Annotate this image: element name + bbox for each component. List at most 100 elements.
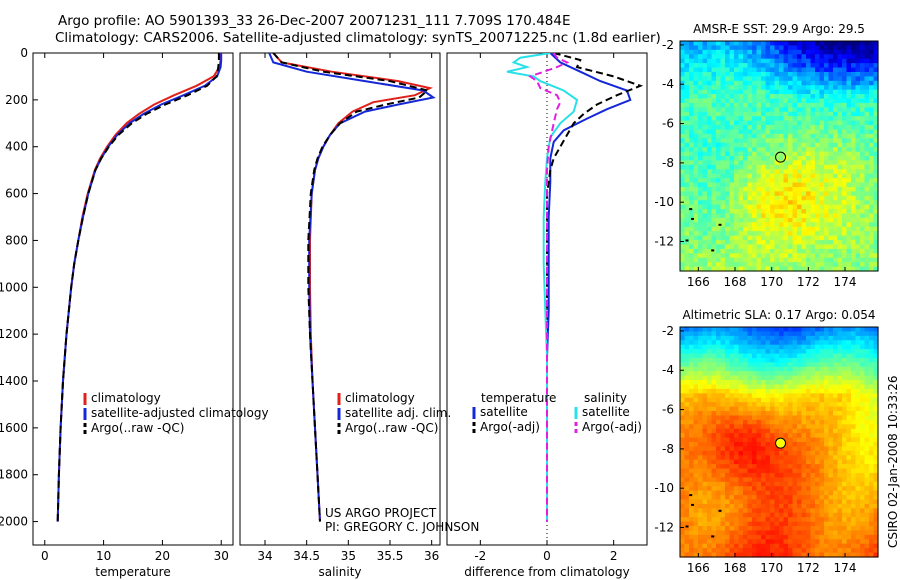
sst-cell [698, 80, 704, 86]
sla-cell [720, 464, 726, 470]
sla-cell [729, 411, 735, 417]
sla-cell [864, 437, 870, 443]
sla-cell [689, 499, 695, 505]
sla-cell [680, 424, 686, 430]
sla-cell [855, 340, 861, 346]
series-line-salinity-argo-adj- [528, 53, 570, 522]
sla-cell [833, 340, 839, 346]
sst-cell [734, 240, 740, 246]
sst-cell [806, 67, 812, 73]
sla-cell [842, 327, 848, 333]
sst-cell [869, 71, 875, 77]
sst-cell [716, 204, 722, 210]
sla-cell [873, 552, 879, 558]
sst-cell [716, 226, 722, 232]
sla-cell [828, 344, 834, 350]
sla-cell [770, 543, 776, 549]
sst-cell [720, 253, 726, 259]
sla-cell [734, 548, 740, 554]
sst-cell [720, 133, 726, 139]
sla-cell [702, 508, 708, 514]
sst-cell [707, 209, 713, 215]
sst-cell [702, 129, 708, 135]
sst-cell [846, 102, 852, 108]
sla-cell [761, 472, 767, 478]
sla-cell [810, 428, 816, 434]
sst-cell [756, 226, 762, 232]
sst-cell [788, 200, 794, 206]
sst-cell [806, 85, 812, 91]
sla-cell [774, 349, 780, 355]
sla-cell [873, 481, 879, 487]
sst-cell [869, 120, 875, 126]
sst-cell [855, 204, 861, 210]
sst-cell [819, 231, 825, 237]
sst-cell [792, 98, 798, 104]
sla-cell [734, 517, 740, 523]
sla-cell [797, 388, 803, 394]
sla-cell [842, 539, 848, 545]
sla-cell [797, 402, 803, 408]
difference-xtick-label: -2 [474, 549, 486, 563]
sla-cell [801, 543, 807, 549]
sst-cell [788, 204, 794, 210]
sla-cell [684, 499, 690, 505]
sst-cell [779, 226, 785, 232]
sst-cell [761, 125, 767, 131]
sla-cell [738, 393, 744, 399]
sla-cell [855, 464, 861, 470]
sla-cell [725, 459, 731, 465]
sla-cell [725, 406, 731, 412]
sst-cell [779, 209, 785, 215]
sla-cell [797, 433, 803, 439]
sst-cell [864, 262, 870, 268]
sla-cell [869, 375, 875, 381]
sst-cell [855, 151, 861, 157]
sst-cell [689, 213, 695, 219]
sla-cell [819, 366, 825, 372]
sst-cell [743, 182, 749, 188]
sst-cell [707, 173, 713, 179]
sla-cell [756, 371, 762, 377]
sla-cell [707, 446, 713, 452]
sst-cell [729, 182, 735, 188]
sst-cell [765, 160, 771, 166]
sst-cell [797, 156, 803, 162]
sst-cell [837, 129, 843, 135]
sst-cell [846, 54, 852, 60]
sst-cell [801, 58, 807, 64]
sla-cell [698, 415, 704, 421]
sst-cell [792, 129, 798, 135]
sst-cell [738, 217, 744, 223]
sst-cell [806, 240, 812, 246]
sla-cell [770, 388, 776, 394]
sla-cell [738, 357, 744, 363]
sla-cell [860, 534, 866, 540]
sst-cell [842, 54, 848, 60]
sst-cell [860, 89, 866, 95]
sst-cell [720, 164, 726, 170]
sla-cell [747, 539, 753, 545]
sst-cell [842, 226, 848, 232]
sla-cell [743, 548, 749, 554]
sst-cell [680, 178, 686, 184]
sla-cell [770, 459, 776, 465]
sla-cell [792, 331, 798, 337]
sla-cell [725, 353, 731, 359]
sst-cell [873, 257, 879, 263]
sst-cell [716, 248, 722, 254]
sla-cell [720, 495, 726, 501]
sst-cell [761, 133, 767, 139]
sst-cell [756, 45, 762, 51]
sla-cell [783, 437, 789, 443]
sla-cell [770, 371, 776, 377]
sst-cell [725, 200, 731, 206]
sla-cell [855, 481, 861, 487]
sst-cell [819, 63, 825, 69]
sst-cell [869, 186, 875, 192]
sst-cell [693, 240, 699, 246]
sst-cell [851, 133, 857, 139]
sst-cell [792, 151, 798, 157]
sst-cell [873, 204, 879, 210]
sla-cell [815, 468, 821, 474]
